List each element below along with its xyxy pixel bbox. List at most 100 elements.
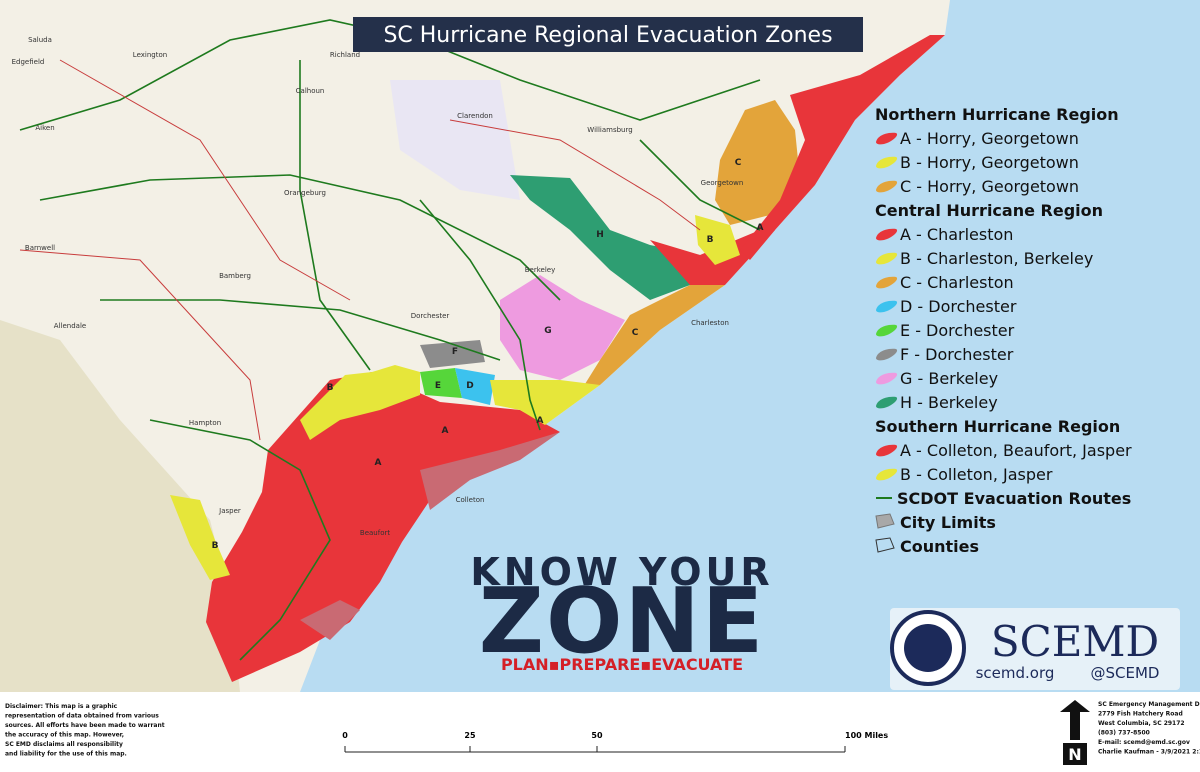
address-line: Charlie Kaufman - 3/9/2021 2:14 PM [1098,749,1200,756]
disclaimer-line: the accuracy of this map. However, [5,732,124,739]
legend-item: B - Horry, Georgetown [900,153,1079,172]
agency-handle: @SCEMD [1091,664,1160,682]
place-label: Orangeburg [284,189,326,197]
zone-label: D [466,381,473,391]
legend-item: City Limits [900,513,996,532]
title-box [353,17,863,52]
place-label: Barnwell [25,244,55,252]
city-limits [300,600,360,640]
legend-swatch [876,276,898,289]
lake-area [390,80,520,200]
place-labels: Saluda Lexington Richland Calhoun Aiken Orang… [12,36,744,537]
zone-south-b [170,495,230,580]
place-label: Calhoun [296,87,325,95]
zone-label: C [632,328,639,338]
legend-swatch [876,228,898,241]
legend-heading: Southern Hurricane Region [875,417,1120,436]
zone-south-a [206,372,560,682]
address-line: (803) 737-8500 [1098,730,1150,737]
legend-swatch [876,252,898,265]
place-label: Charleston [691,319,729,327]
scale-labels: 0 25 50 100 Miles [342,731,888,752]
disclaimer-line: representation of data obtained from var… [5,713,159,720]
legend-swatch [876,180,898,193]
zone-label: G [544,326,551,336]
legend-heading: Northern Hurricane Region [875,105,1119,124]
zone-north-b [695,215,740,265]
place-label: Georgetown [701,179,744,187]
zone-central-g [500,275,625,380]
legend-swatch [876,132,898,145]
address-line: West Columbia, SC 29172 [1098,720,1185,727]
zone-south-b [300,365,420,440]
disclaimer-line: SC EMD disclaims all responsibility [5,741,123,748]
place-label: Edgefield [12,58,45,66]
disclaimer: Disclaimer: This map is a graphic represe… [5,703,165,758]
legend-item: Counties [900,537,979,556]
legend-item: B - Charleston, Berkeley [900,249,1093,268]
place-label: Clarendon [457,112,493,120]
place-label: Saluda [28,36,52,44]
legend-item: C - Charleston [900,273,1014,292]
zone-central-e [420,368,462,398]
zone-north-a [740,35,945,260]
legend-swatch [876,468,898,481]
place-label: Colleton [456,496,485,504]
legend: Northern Hurricane Region A - Horry, Geor… [875,105,1132,556]
legend-item: A - Colleton, Beaufort, Jasper [900,441,1132,460]
map-title: SC Hurricane Regional Evacuation Zones [383,23,832,48]
place-label: Hampton [189,419,221,427]
address-line: E-mail: scemd@emd.sc.gov [1098,739,1190,746]
place-label: Berkeley [525,266,556,274]
agency-website: scemd.org [976,664,1055,682]
scale-label: 0 [342,731,348,740]
zone-central-d [455,368,495,405]
zone-label: B [212,541,219,551]
legend-swatch [876,300,898,313]
north-arrow [1060,700,1090,740]
place-label: Beaufort [360,529,390,537]
evacuation-routes [19,19,761,661]
legend-swatch [876,348,898,361]
place-label: Richland [330,51,360,59]
legend-item: G - Berkeley [900,369,998,388]
legend-swatch [876,444,898,457]
city-limits [420,432,560,510]
legend-item: C - Horry, Georgetown [900,177,1079,196]
legend-county-swatch [875,537,895,553]
address-line: 2779 Fish Hatchery Road [1098,711,1183,718]
zone-label: B [327,383,334,393]
zone-label: A [442,426,449,436]
place-label: Allendale [54,322,86,330]
zone-central-f [420,340,485,368]
legend-swatch [876,396,898,409]
place-label: Jasper [218,507,241,515]
agency-box [890,608,1180,690]
legend-swatch [876,156,898,169]
place-label: Lexington [133,51,167,59]
zone-label: A [375,458,382,468]
north-box [1063,743,1087,765]
disclaimer-line: and liability for the use of this map. [5,751,127,758]
zone-label: C [735,158,742,168]
campaign-line2: ZONE [479,569,766,674]
place-label: Bamberg [219,272,251,280]
north-label: N [1068,745,1081,764]
zone-north-c [715,100,800,225]
legend-item: B - Colleton, Jasper [900,465,1053,484]
zone-label: A [537,416,544,426]
place-label: Aiken [35,124,54,132]
campaign-line1: KNOW YOUR [470,550,773,594]
zone-label: B [707,235,714,245]
disclaimer-line: Disclaimer: This map is a graphic [5,703,118,710]
legend-swatch [876,372,898,385]
zone-label: F [452,347,458,357]
scale-label: 50 [591,731,603,740]
georgia-land [0,320,240,692]
scale-label: 100 Miles [845,731,888,740]
place-label: Williamsburg [587,126,632,134]
disclaimer-line: sources. All efforts have been made to w… [5,722,165,729]
campaign-tagline: PLAN▪PREPARE▪EVACUATE [501,655,743,674]
zone-central-h [510,175,700,300]
